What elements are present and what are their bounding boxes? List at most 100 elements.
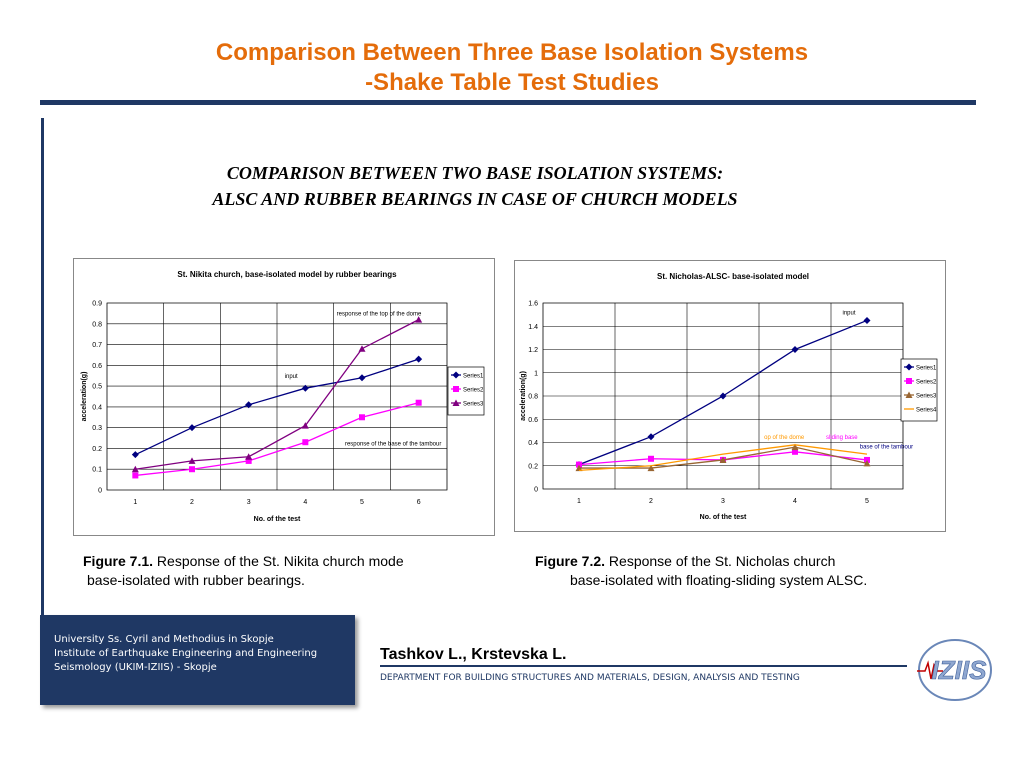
series-line-series1 [135,358,419,456]
data-point-series2 [302,439,309,446]
legend-label-series3: Series3 [463,402,484,408]
data-point-series3 [301,422,309,429]
y-tick-label: 0 [534,487,538,494]
authors-divider [380,665,907,667]
legend-label-series3: Series3 [916,394,937,400]
chart-annotation: input [285,374,298,380]
data-point-series2 [792,448,798,455]
data-point-series1 [131,451,139,459]
figure-caption-2: Figure 7.2. Response of the St. Nicholas… [535,552,867,590]
data-point-series1 [188,424,196,432]
y-tick-label: 0 [98,488,102,495]
y-tick-label: 0.9 [92,301,102,308]
y-tick-label: 0.6 [92,363,102,370]
legend-marker-series1 [452,371,460,379]
y-axis-label: acceleration(g) [81,372,88,422]
x-tick-label: 5 [360,499,364,506]
series-line-series2 [135,402,419,477]
data-point-series3 [647,464,655,472]
caption2-text: Response of the St. Nicholas church [605,553,836,569]
data-point-series1 [647,433,655,441]
data-point-series2 [189,466,195,473]
y-tick-label: 0.2 [528,463,538,470]
y-tick-label: 0.5 [92,384,102,391]
y-tick-label: 1.2 [528,347,538,354]
legend-label-series1: Series1 [916,366,937,372]
legend-marker-series2 [906,378,912,384]
y-tick-label: 0.3 [92,425,102,432]
chart-annotation: sliding base [826,435,858,441]
data-point-series1 [791,346,799,353]
chart-annotation: input [842,311,855,317]
data-point-series3 [863,459,871,467]
chart-title: St. Nikita church, base-isolated model b… [177,270,397,279]
data-point-series2 [245,457,252,464]
chart-title: St. Nicholas-ALSC- base-isolated model [657,272,809,281]
series-line-series3 [135,319,419,470]
title-divider [40,100,976,105]
y-tick-label: 0.6 [528,417,538,424]
y-tick-label: 1 [534,370,538,377]
department: DEPARTMENT FOR BUILDING STRUCTURES AND M… [380,673,800,683]
y-tick-label: 0.8 [92,321,102,328]
legend-label-series4: Series4 [916,408,937,414]
data-point-series1 [863,316,871,324]
chart-annotation: response of the top of the dome [337,311,422,317]
caption1-text: Response of the St. Nikita church mode [153,553,404,569]
legend-marker-series3 [452,399,460,406]
logo-text: IZIIS [932,655,988,685]
y-tick-label: 0.2 [92,446,102,453]
x-tick-label: 1 [577,498,581,505]
y-axis-label: acceleration(g) [520,371,527,421]
slide-title-line1: Comparison Between Three Base Isolation … [215,39,809,66]
data-point-series1 [358,374,366,382]
data-point-series3 [791,443,799,451]
legend-label-series1: Series1 [463,374,484,380]
data-point-series1 [245,401,253,409]
data-point-series2 [648,455,654,462]
authors: Tashkov L., Krstevska L. [380,646,567,663]
legend-label-series2: Series2 [916,380,937,386]
x-tick-label: 2 [190,499,194,506]
x-tick-label: 4 [793,498,797,505]
slide-subtitle: COMPARISON BETWEEN TWO BASE ISOLATION SY… [100,160,850,212]
chart-annotation: base of the tambour [860,444,913,450]
data-point-series3 [188,457,196,464]
y-tick-label: 0.7 [92,342,102,349]
data-point-series3 [719,456,727,463]
x-tick-label: 2 [649,498,653,505]
y-tick-label: 0.8 [528,394,538,401]
x-axis-label: No. of the test [700,514,747,521]
subtitle-line2: ALSC AND RUBBER BEARINGS IN CASE OF CHUR… [212,189,738,209]
caption2-label: Figure 7.2. [535,553,606,569]
data-point-series2 [415,399,422,406]
x-axis-label: No. of the test [254,516,301,523]
data-point-series3 [245,453,253,460]
chart-st-nicholas-svg: 0 0.2 0.4 0.6 0.8 1 1.2 1.4 1.6 1 2 3 4 5 St. Nicholas… [520,272,938,521]
data-point-series1 [301,384,309,392]
data-point-series1 [415,355,423,363]
logo-ring [918,639,992,701]
legend-label-series2: Series2 [463,388,484,394]
data-point-series1 [719,392,727,400]
data-point-series3 [131,465,139,473]
institution-line2: Institute of Earthquake Engineering and … [54,648,318,659]
chart-st-nikita: 0 0.1 0.2 0.3 0.4 0.5 0.6 0.7 0.8 0.9 1 2 3 4 5 6 St. Ni… [73,258,495,536]
chart-annotation: op of the dome [764,435,805,441]
caption1-label: Figure 7.1. [83,553,154,569]
y-tick-label: 1.4 [528,324,538,331]
caption2-line2: base-isolated with floating-sliding syst… [570,572,868,588]
chart-annotation: response of the base of the tambour [345,441,441,447]
x-tick-label: 4 [303,499,307,506]
left-divider [41,118,44,618]
legend-marker-series1 [905,363,913,371]
institution-line3: Seismology (UKIM-IZIIS) - Skopje [54,662,217,673]
chart-st-nicholas: 0 0.2 0.4 0.6 0.8 1 1.2 1.4 1.6 1 2 3 4 5 St. Nicholas… [514,260,946,532]
logo-seismic-wave [917,660,943,680]
y-tick-label: 1.6 [528,301,538,308]
figure-caption-1: Figure 7.1. Response of the St. Nikita c… [83,552,404,590]
legend-marker-series3 [905,391,913,398]
caption1-line2: base-isolated with rubber bearings. [87,572,305,588]
institution-line1: University Ss. Cyril and Methodius in Sk… [54,634,274,645]
chart-st-nikita-svg: 0 0.1 0.2 0.3 0.4 0.5 0.6 0.7 0.8 0.9 1 2 3 4 5 6 St. Ni… [81,270,485,523]
